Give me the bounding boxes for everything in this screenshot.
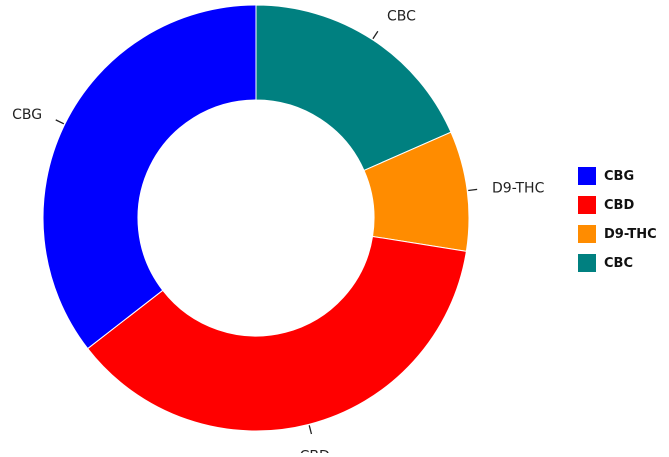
- slice-label-cbg: CBG: [12, 107, 42, 123]
- leader-line-cbc: [372, 30, 379, 40]
- leader-line-d9-thc: [468, 188, 478, 192]
- legend-item-cbg: CBG: [578, 167, 657, 185]
- legend-label-cbc: CBC: [604, 255, 633, 271]
- leader-line-cbd: [308, 425, 313, 435]
- slice-cbc: [255, 4, 452, 172]
- legend: CBG CBD D9-THC CBC: [578, 167, 657, 283]
- legend-label-cbd: CBD: [604, 197, 635, 213]
- legend-label-cbg: CBG: [604, 168, 635, 184]
- legend-item-cbc: CBC: [578, 254, 657, 272]
- legend-label-d9-thc: D9-THC: [604, 226, 657, 242]
- legend-swatch-cbd: [578, 196, 596, 214]
- leader-line-cbg: [55, 119, 65, 125]
- legend-item-cbd: CBD: [578, 196, 657, 214]
- slice-label-d9-thc: D9-THC: [492, 181, 545, 197]
- legend-item-d9-thc: D9-THC: [578, 225, 657, 243]
- slice-label-cbc: CBC: [387, 8, 416, 24]
- legend-swatch-cbg: [578, 167, 596, 185]
- legend-swatch-d9-thc: [578, 225, 596, 243]
- slice-label-cbd: CBD: [300, 449, 330, 453]
- legend-swatch-cbc: [578, 254, 596, 272]
- slice-cbd: [86, 235, 467, 432]
- slice-cbg: [42, 4, 257, 350]
